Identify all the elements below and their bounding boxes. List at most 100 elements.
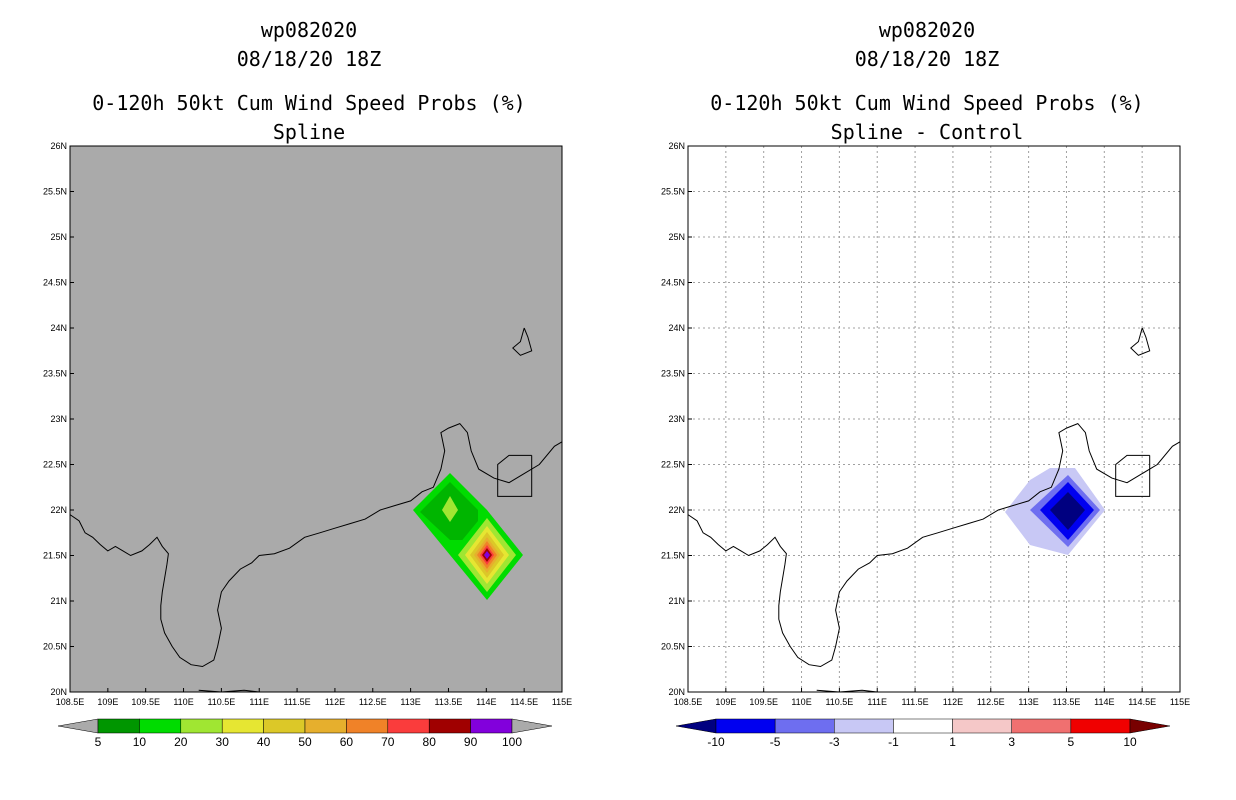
coastline-hainan-north bbox=[816, 689, 878, 693]
y-tick-label: 25.5N bbox=[43, 187, 67, 197]
colorbar-label: 1 bbox=[949, 735, 956, 749]
colorbar-label: -5 bbox=[770, 735, 781, 749]
x-tick-label: 110.5E bbox=[825, 697, 853, 707]
right-gridlines bbox=[688, 146, 1180, 692]
x-tick-label: 114.5E bbox=[510, 697, 538, 707]
colorbar-swatch bbox=[952, 718, 1012, 734]
colorbar-label: 3 bbox=[1008, 735, 1015, 749]
right-colorbar: -10 -5 -3 -1 1 3 5 10 bbox=[675, 718, 1171, 749]
y-tick-label: 23.5N bbox=[661, 369, 685, 379]
y-tick-label: 20.5N bbox=[661, 642, 685, 652]
colorbar-label: 100 bbox=[502, 735, 522, 749]
y-tick-label: 20N bbox=[668, 687, 685, 697]
colorbar-low-arrow bbox=[675, 718, 717, 734]
coastline-inland-lake bbox=[512, 327, 533, 356]
x-tick-label: 108.5E bbox=[56, 697, 85, 707]
y-tick-label: 22N bbox=[50, 505, 67, 515]
y-tick-label: 23.5N bbox=[43, 369, 67, 379]
left-colorbar: 5 10 20 30 40 50 60 70 80 90 100 bbox=[57, 718, 553, 749]
x-tick-label: 109E bbox=[715, 697, 736, 707]
x-tick-label: 110.5E bbox=[207, 697, 235, 707]
coastline-mainland bbox=[687, 423, 1181, 668]
x-tick-label: 114.5E bbox=[1128, 697, 1156, 707]
x-tick-label: 113E bbox=[400, 697, 420, 707]
right-title-line1: wp082020 bbox=[879, 18, 975, 42]
colorbar-label: -1 bbox=[888, 735, 899, 749]
right-x-axis: 108.5E 109E 109.5E 110E 110.5E 111E 111.5E 112E… bbox=[674, 688, 1190, 707]
x-tick-label: 114E bbox=[1094, 697, 1114, 707]
colorbar-label: 90 bbox=[464, 735, 478, 749]
y-tick-label: 20.5N bbox=[43, 642, 67, 652]
colorbar-swatch bbox=[1070, 718, 1131, 734]
x-tick-label: 111.5E bbox=[283, 697, 310, 707]
colorbar-swatch bbox=[470, 718, 513, 734]
left-map-panel: 108.5E 109E 109.5E 110E 110.5E 111E 111.5E 112E… bbox=[43, 141, 572, 707]
colorbar-high-arrow bbox=[511, 718, 553, 734]
y-tick-label: 25.5N bbox=[661, 187, 685, 197]
left-x-axis: 108.5E 109E 109.5E 110E 110.5E 111E 111.5E 112E… bbox=[56, 688, 572, 707]
colorbar-high-arrow bbox=[1129, 718, 1171, 734]
right-map-panel: 108.5E 109E 109.5E 110E 110.5E 111E 111.5E 112E… bbox=[661, 141, 1190, 707]
x-tick-label: 111E bbox=[249, 697, 269, 707]
colorbar-label: 5 bbox=[1068, 735, 1075, 749]
y-tick-label: 20N bbox=[50, 687, 67, 697]
colorbar-label: -3 bbox=[829, 735, 840, 749]
x-tick-label: 112.5E bbox=[977, 697, 1005, 707]
coastline-hong-kong bbox=[497, 454, 533, 497]
x-tick-label: 112E bbox=[943, 697, 963, 707]
colorbar-label: 10 bbox=[133, 735, 147, 749]
colorbar-swatch bbox=[1011, 718, 1072, 734]
colorbar-swatch bbox=[139, 718, 182, 734]
y-tick-label: 22.5N bbox=[661, 460, 685, 470]
colorbar-label: -10 bbox=[707, 735, 725, 749]
colorbar-swatch bbox=[221, 718, 264, 734]
y-tick-label: 24.5N bbox=[43, 278, 67, 288]
left-coastline bbox=[69, 327, 563, 693]
x-tick-label: 109E bbox=[97, 697, 118, 707]
x-tick-label: 114E bbox=[476, 697, 496, 707]
colorbar-label: 70 bbox=[381, 735, 395, 749]
x-tick-label: 108.5E bbox=[674, 697, 703, 707]
left-probability-shading bbox=[413, 473, 523, 600]
coastline-hong-kong bbox=[1115, 454, 1151, 497]
right-title-line2: 08/18/20 18Z bbox=[855, 47, 1000, 71]
y-tick-label: 24N bbox=[668, 323, 685, 333]
x-tick-label: 111E bbox=[867, 697, 887, 707]
y-tick-label: 26N bbox=[668, 141, 685, 151]
x-tick-label: 113.5E bbox=[435, 697, 463, 707]
colorbar-label: 50 bbox=[298, 735, 312, 749]
left-map-background bbox=[70, 146, 562, 692]
colorbar-label: 40 bbox=[257, 735, 271, 749]
coastline-mainland bbox=[69, 423, 563, 668]
colorbar-swatch bbox=[387, 718, 430, 734]
x-tick-label: 113.5E bbox=[1053, 697, 1081, 707]
y-tick-label: 22N bbox=[668, 505, 685, 515]
y-tick-label: 24.5N bbox=[661, 278, 685, 288]
right-title-line4: Spline - Control bbox=[831, 120, 1024, 144]
colorbar-label: 80 bbox=[423, 735, 437, 749]
colorbar-label: 60 bbox=[340, 735, 354, 749]
y-tick-label: 23N bbox=[50, 414, 67, 424]
right-title-line3: 0-120h 50kt Cum Wind Speed Probs (%) bbox=[710, 91, 1143, 115]
colorbar-swatch bbox=[893, 718, 953, 734]
coastline-hainan-north bbox=[198, 689, 260, 693]
y-tick-label: 21N bbox=[668, 596, 685, 606]
colorbar-swatch bbox=[263, 718, 306, 734]
y-tick-label: 25N bbox=[668, 232, 685, 242]
diff-shade-minus10 bbox=[1050, 492, 1085, 530]
x-tick-label: 115E bbox=[552, 697, 572, 707]
colorbar-label: 5 bbox=[95, 735, 102, 749]
x-tick-label: 112.5E bbox=[359, 697, 387, 707]
right-y-axis: 20N 20.5N 21N 21.5N 22N 22.5N 23N 23.5N 24N 24.5N… bbox=[661, 141, 692, 697]
y-tick-label: 22.5N bbox=[43, 460, 67, 470]
shade-20-30-small bbox=[442, 496, 458, 522]
left-title-line2: 08/18/20 18Z bbox=[237, 47, 382, 71]
y-tick-label: 21.5N bbox=[43, 551, 67, 561]
colorbar-swatch bbox=[428, 718, 471, 734]
x-tick-label: 115E bbox=[1170, 697, 1190, 707]
left-y-axis: 20N 20.5N 21N 21.5N 22N 22.5N 23N 23.5N 24N 24.5N… bbox=[43, 141, 74, 697]
x-tick-label: 111.5E bbox=[901, 697, 928, 707]
left-title-line1: wp082020 bbox=[261, 18, 357, 42]
y-tick-label: 21N bbox=[50, 596, 67, 606]
colorbar-low-arrow bbox=[57, 718, 99, 734]
